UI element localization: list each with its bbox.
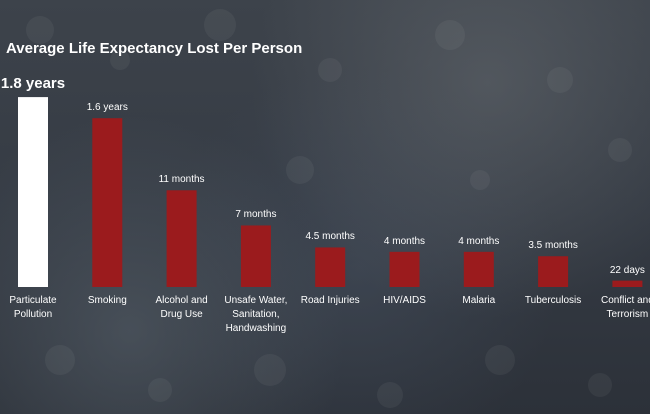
value-label: 3.5 months: [528, 240, 578, 252]
x-tick-label: Malaria: [462, 295, 496, 306]
bar: [315, 247, 346, 287]
x-tick-label: Road Injuries: [300, 295, 360, 306]
bar: [18, 97, 48, 287]
x-tick-label: HIV/AIDS: [383, 295, 426, 306]
bar: [240, 225, 271, 287]
bar: [389, 251, 420, 287]
x-tick-label: Particulate Pollution: [9, 295, 57, 320]
bar: [166, 190, 197, 287]
x-tick-label: Alcohol and Drug Use: [155, 295, 208, 320]
bar: [538, 256, 569, 287]
bar: [612, 280, 643, 287]
value-label: 22 days: [609, 264, 645, 276]
x-tick-label: Conflict and Terrorism: [600, 295, 650, 320]
value-label: 4 months: [383, 235, 426, 247]
bar: [92, 118, 123, 287]
x-tick-label: Unsafe Water, Sanitation, Handwashing: [224, 295, 288, 334]
value-label: 4 months: [458, 235, 500, 247]
value-label: 7 months: [235, 209, 277, 221]
value-label: 1.8 years: [0, 75, 66, 93]
value-label: 1.6 years: [86, 102, 128, 114]
x-tick-label: Smoking: [87, 295, 127, 306]
bar: [463, 251, 494, 287]
value-label: 4.5 months: [305, 231, 355, 243]
chart-title: Average Life Expectancy Lost Per Person: [6, 40, 303, 57]
value-label: 11 months: [158, 174, 205, 186]
x-tick-label: Tuberculosis: [524, 295, 582, 306]
